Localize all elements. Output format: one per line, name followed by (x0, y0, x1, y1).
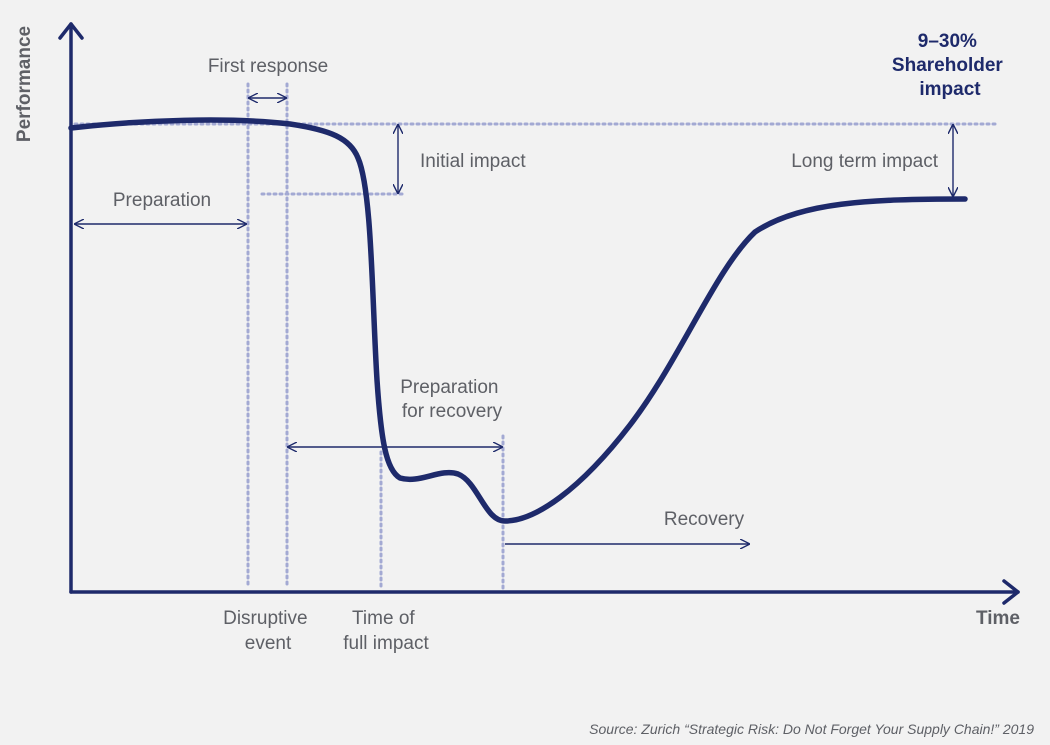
initial-impact-label: Initial impact (420, 151, 526, 172)
source-caption: Source: Zurich “Strategic Risk: Do Not F… (589, 721, 1034, 737)
preparation-label: Preparation (113, 190, 211, 211)
x-axis-arrowhead (1002, 579, 1020, 605)
time-of-full-impact-line-1: Time of (352, 608, 415, 629)
time-of-full-impact-label: Time of full impact (343, 608, 429, 654)
y-axis-arrowhead (58, 22, 84, 40)
shareholder-impact-line-1: 9–30% (918, 31, 977, 52)
guide-lines (73, 82, 1000, 590)
shareholder-impact-line-3: impact (919, 79, 981, 100)
y-axis-label: Performance (14, 26, 35, 142)
preparation-for-recovery-label: Preparation for recovery (400, 377, 504, 422)
shareholder-impact-label: 9–30% Shareholder impact (892, 31, 1008, 100)
long-term-impact-label: Long term impact (791, 151, 939, 172)
disruptive-event-line-2: event (245, 633, 292, 654)
annotation-labels: First response 9–30% Shareholder impact … (113, 31, 1008, 654)
preparation-for-recovery-line-2: for recovery (402, 401, 503, 422)
axis-labels: Performance Time (14, 26, 1020, 629)
axes (58, 22, 1020, 605)
preparation-for-recovery-line-1: Preparation (400, 377, 498, 398)
performance-curve (68, 117, 968, 524)
recovery-label: Recovery (664, 509, 745, 530)
annotation-arrows (75, 98, 953, 544)
shareholder-impact-line-2: Shareholder (892, 55, 1003, 76)
disruptive-event-label: Disruptive event (223, 608, 313, 654)
time-of-full-impact-line-2: full impact (343, 633, 429, 654)
x-axis-label: Time (976, 608, 1020, 629)
first-response-label: First response (208, 56, 328, 77)
disruptive-event-line-1: Disruptive (223, 608, 307, 629)
